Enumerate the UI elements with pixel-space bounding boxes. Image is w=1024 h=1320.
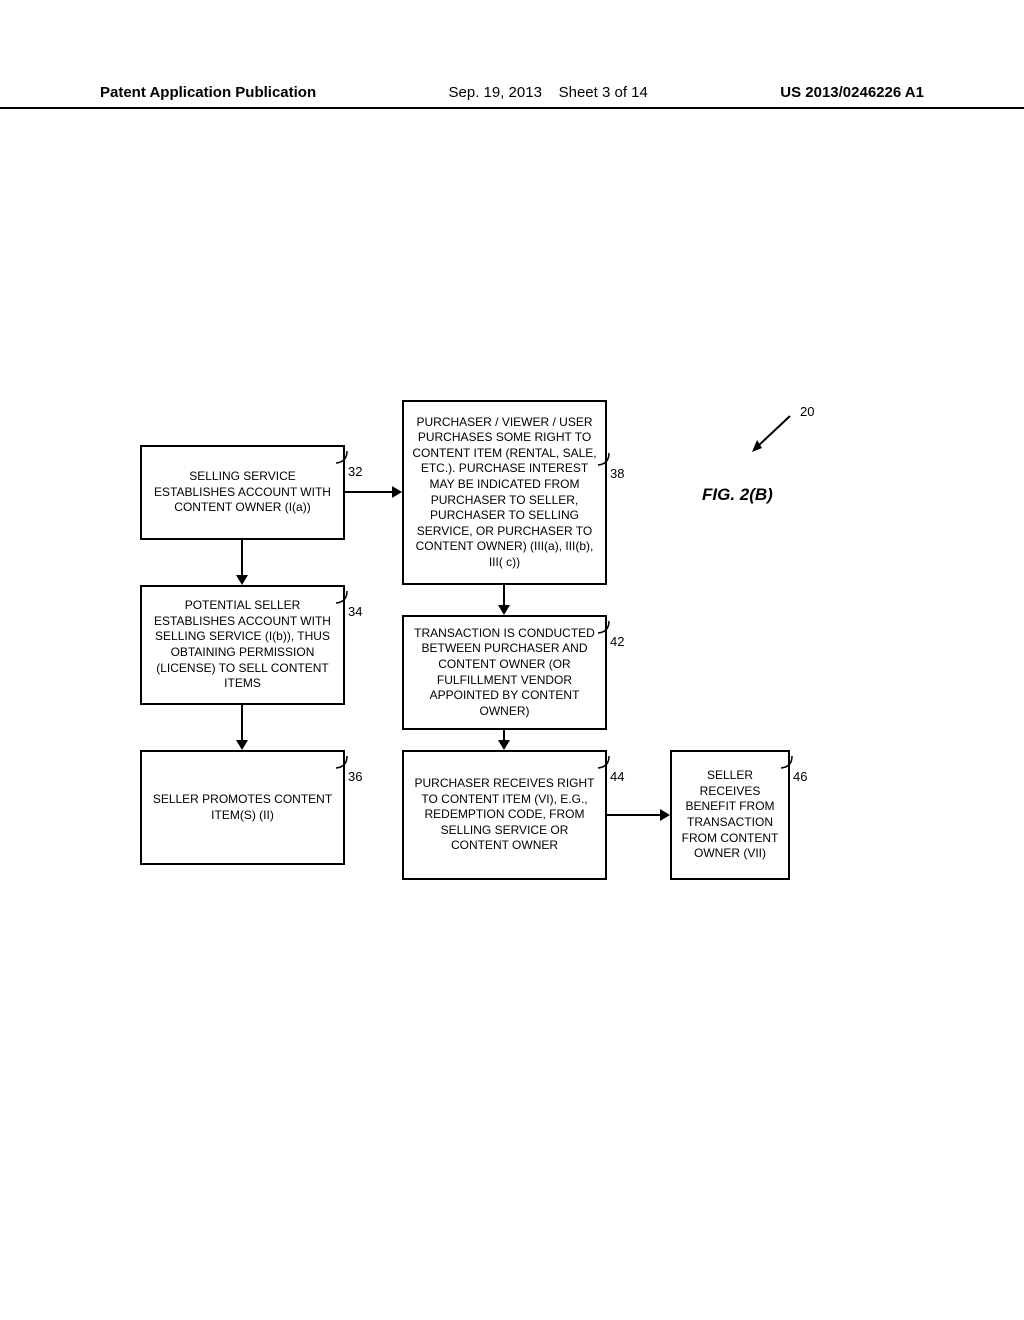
- node-38: PURCHASER / VIEWER / USER PURCHASES SOME…: [402, 400, 607, 585]
- node-34-text: POTENTIAL SELLER ESTABLISHES ACCOUNT WIT…: [148, 598, 337, 692]
- ref-20: 20: [800, 404, 814, 419]
- leader-arrow-icon: [740, 408, 800, 458]
- ref-36: 36: [348, 769, 362, 784]
- ref-38: 38: [610, 466, 624, 481]
- edge-32-38: [345, 491, 392, 493]
- node-44-text: PURCHASER RECEIVES RIGHT TO CONTENT ITEM…: [410, 776, 599, 854]
- node-32: SELLING SERVICE ESTABLISHES ACCOUNT WITH…: [140, 445, 345, 540]
- node-38-text: PURCHASER / VIEWER / USER PURCHASES SOME…: [410, 415, 599, 571]
- arrow-head-icon: [392, 486, 402, 498]
- node-36-text: SELLER PROMOTES CONTENT ITEM(S) (II): [148, 792, 337, 823]
- ref-tick-icon: [335, 755, 349, 769]
- header-sheet: Sheet 3 of 14: [559, 84, 648, 101]
- edge-34-36: [241, 705, 243, 740]
- edge-44-46: [607, 814, 660, 816]
- node-46: SELLER RECEIVES BENEFIT FROM TRANSACTION…: [670, 750, 790, 880]
- header-date: Sep. 19, 2013: [449, 84, 542, 101]
- node-42-text: TRANSACTION IS CONDUCTED BETWEEN PURCHAS…: [410, 626, 599, 720]
- edge-38-42: [503, 585, 505, 605]
- edge-32-34: [241, 540, 243, 575]
- ref-46: 46: [793, 769, 807, 784]
- arrow-head-icon: [660, 809, 670, 821]
- arrow-head-icon: [236, 740, 248, 750]
- node-32-text: SELLING SERVICE ESTABLISHES ACCOUNT WITH…: [148, 469, 337, 516]
- ref-42: 42: [610, 634, 624, 649]
- arrow-head-icon: [498, 605, 510, 615]
- ref-tick-icon: [597, 620, 611, 634]
- flowchart-diagram: FIG. 2(B) 20 SELLING SERVICE ESTABLISHES…: [0, 400, 1024, 1000]
- node-34: POTENTIAL SELLER ESTABLISHES ACCOUNT WIT…: [140, 585, 345, 705]
- ref-tick-icon: [780, 755, 794, 769]
- ref-tick-icon: [335, 590, 349, 604]
- node-42: TRANSACTION IS CONDUCTED BETWEEN PURCHAS…: [402, 615, 607, 730]
- node-36: SELLER PROMOTES CONTENT ITEM(S) (II): [140, 750, 345, 865]
- ref-tick-icon: [335, 450, 349, 464]
- ref-34: 34: [348, 604, 362, 619]
- arrow-head-icon: [498, 740, 510, 750]
- page: Patent Application Publication Sep. 19, …: [0, 0, 1024, 1320]
- ref-32: 32: [348, 464, 362, 479]
- header-left: Patent Application Publication: [100, 84, 316, 101]
- edge-42-44: [503, 730, 505, 740]
- ref-tick-icon: [597, 452, 611, 466]
- page-header: Patent Application Publication Sep. 19, …: [0, 84, 1024, 109]
- node-44: PURCHASER RECEIVES RIGHT TO CONTENT ITEM…: [402, 750, 607, 880]
- node-46-text: SELLER RECEIVES BENEFIT FROM TRANSACTION…: [678, 768, 782, 862]
- arrow-head-icon: [236, 575, 248, 585]
- figure-label: FIG. 2(B): [702, 485, 773, 505]
- header-right: US 2013/0246226 A1: [780, 84, 924, 101]
- ref-tick-icon: [597, 755, 611, 769]
- header-center: Sep. 19, 2013 Sheet 3 of 14: [449, 84, 648, 101]
- ref-44: 44: [610, 769, 624, 784]
